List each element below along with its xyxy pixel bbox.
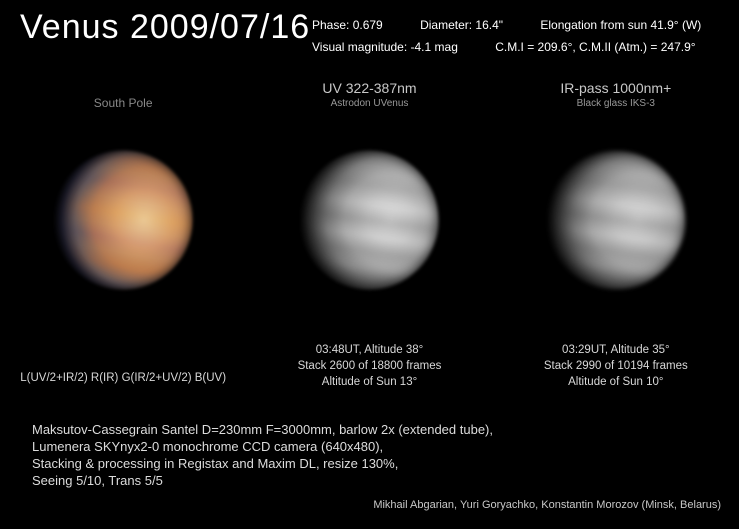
caption-uv: 03:48UT, Altitude 38° Stack 2600 of 1880… xyxy=(246,342,492,390)
elongation: Elongation from sun 41.9° (W) xyxy=(540,18,701,32)
phase: Phase: 0.679 xyxy=(312,18,383,32)
equipment-block: Maksutov-Cassegrain Santel D=230mm F=300… xyxy=(32,421,493,489)
caption-rgb: L(UV/2+IR/2) R(IR) G(IR/2+UV/2) B(UV) xyxy=(0,370,246,386)
subheader-ir: Black glass IKS-3 xyxy=(493,98,739,109)
header-uv: UV 322-387nm Astrodon UVenus xyxy=(246,80,492,109)
central-meridian: C.M.I = 209.6°, C.M.II (Atm.) = 247.9° xyxy=(495,40,695,54)
panel-rgb: South Pole L(UV/2+IR/2) R(IR) G(IR/2+UV/… xyxy=(0,80,246,400)
figure: Venus 2009/07/16 Phase: 0.679 Diameter: … xyxy=(0,0,739,529)
magnitude: Visual magnitude: -4.1 mag xyxy=(312,40,458,54)
venus-image-ir xyxy=(493,120,739,320)
diameter: Diameter: 16.4" xyxy=(420,18,503,32)
south-pole-label: South Pole xyxy=(0,96,246,110)
venus-image-rgb xyxy=(0,120,246,320)
panel-uv: UV 322-387nm Astrodon UVenus 03:48UT, Al… xyxy=(246,80,492,400)
caption-ir: 03:29UT, Altitude 35° Stack 2990 of 1019… xyxy=(493,342,739,390)
venus-image-uv xyxy=(246,120,492,320)
subheader-uv: Astrodon UVenus xyxy=(246,98,492,109)
image-panels: South Pole L(UV/2+IR/2) R(IR) G(IR/2+UV/… xyxy=(0,80,739,400)
observation-data: Phase: 0.679 Diameter: 16.4" Elongation … xyxy=(312,14,735,58)
credit-line: Mikhail Abgarian, Yuri Goryachko, Konsta… xyxy=(373,499,721,511)
title: Venus 2009/07/16 xyxy=(20,8,310,47)
header-ir: IR-pass 1000nm+ Black glass IKS-3 xyxy=(493,80,739,109)
panel-ir: IR-pass 1000nm+ Black glass IKS-3 03:29U… xyxy=(493,80,739,400)
